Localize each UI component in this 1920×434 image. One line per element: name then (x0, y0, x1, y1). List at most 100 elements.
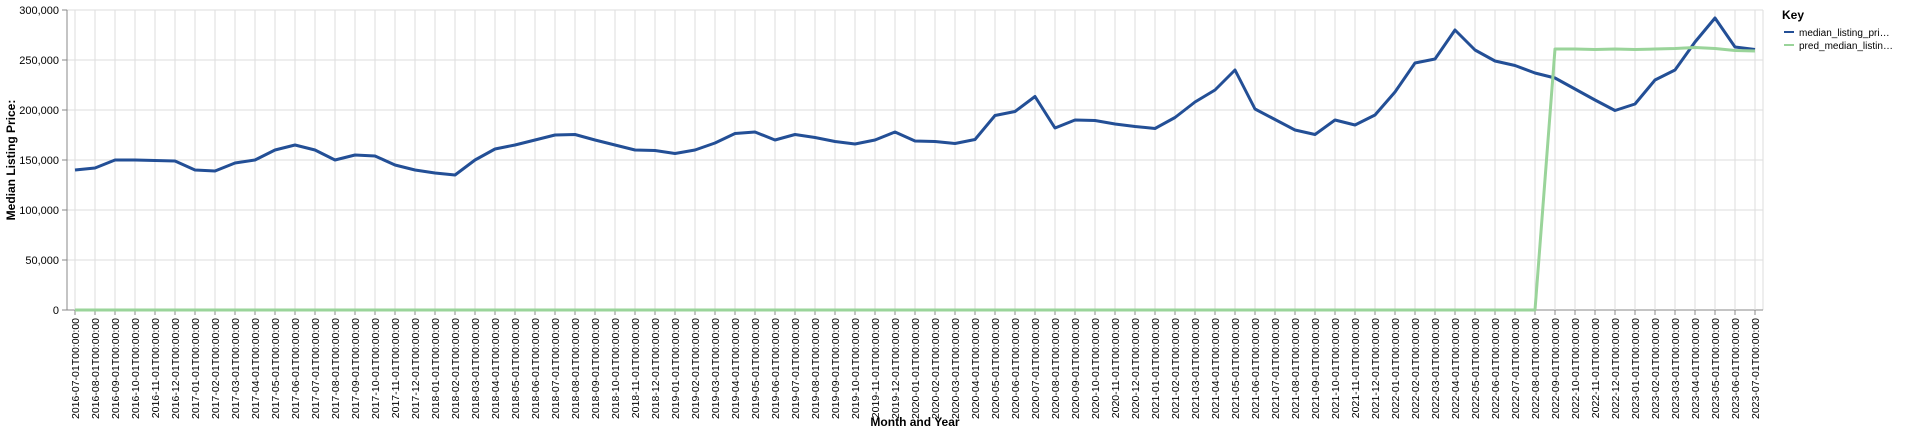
line (74, 16, 1756, 177)
x-tick-label: 2021-09-01T00:00:00 (1310, 318, 1322, 419)
x-tick-label: 2020-11-01T00:00:00 (1110, 318, 1122, 418)
x-tick-label: 2017-09-01T00:00:00 (350, 318, 362, 419)
y-tick-label: 250,000 (19, 55, 59, 67)
x-tick-label: 2016-09-01T00:00:00 (110, 318, 122, 419)
x-tick-label: 2019-02-01T00:00:00 (690, 318, 702, 419)
x-tick-label: 2022-12-01T00:00:00 (1610, 318, 1622, 419)
x-tick-label: 2022-04-01T00:00:00 (1450, 318, 1462, 419)
x-tick-label: 2022-06-01T00:00:00 (1490, 318, 1502, 419)
x-tick-label: 2019-04-01T00:00:00 (730, 318, 742, 419)
x-tick-label: 2022-05-01T00:00:00 (1470, 318, 1482, 419)
x-tick-label: 2019-09-01T00:00:00 (830, 318, 842, 419)
y-tick-label: 100,000 (19, 205, 59, 217)
x-tick-label: 2017-05-01T00:00:00 (270, 318, 282, 419)
x-tick-label: 2023-05-01T00:00:00 (1710, 318, 1722, 419)
x-tick-label: 2021-06-01T00:00:00 (1250, 318, 1262, 419)
x-axis-title: Month and Year (870, 415, 959, 429)
x-tick-label: 2019-01-01T00:00:00 (670, 318, 682, 419)
x-tick-label: 2021-03-01T00:00:00 (1190, 318, 1202, 419)
y-tick-label: 300,000 (19, 5, 59, 17)
x-tick-label: 2023-04-01T00:00:00 (1690, 318, 1702, 419)
x-tick-label: 2018-03-01T00:00:00 (470, 318, 482, 419)
x-tick-label: 2019-05-01T00:00:00 (750, 318, 762, 419)
x-tick-label: 2017-08-01T00:00:00 (330, 318, 342, 419)
y-tick-label: 0 (53, 305, 59, 317)
x-tick-label: 2020-03-01T00:00:00 (950, 318, 962, 419)
x-tick-label: 2018-11-01T00:00:00 (630, 318, 642, 418)
x-tick-label: 2023-07-01T00:00:00 (1750, 318, 1762, 419)
x-tick-label: 2017-03-01T00:00:00 (230, 318, 242, 419)
x-tick-label: 2020-02-01T00:00:00 (930, 318, 942, 419)
x-tick-label: 2022-02-01T00:00:00 (1410, 318, 1422, 419)
y-axis-title: Median Listing Price: (4, 100, 18, 221)
x-tick-label: 2019-08-01T00:00:00 (810, 318, 822, 419)
x-tick-label: 2021-12-01T00:00:00 (1370, 318, 1382, 419)
x-tick-label: 2020-08-01T00:00:00 (1050, 318, 1062, 419)
x-tick-label: 2017-01-01T00:00:00 (190, 318, 202, 419)
x-tick-label: 2018-02-01T00:00:00 (450, 318, 462, 419)
x-tick-label: 2017-12-01T00:00:00 (410, 318, 422, 419)
x-tick-label: 2018-09-01T00:00:00 (590, 318, 602, 419)
x-tick-label: 2022-09-01T00:00:00 (1550, 318, 1562, 419)
x-tick-label: 2023-02-01T00:00:00 (1650, 318, 1662, 419)
x-tick-label: 2018-07-01T00:00:00 (550, 318, 562, 419)
x-tick-label: 2019-10-01T00:00:00 (850, 318, 862, 419)
x-tick-label: 2018-05-01T00:00:00 (510, 318, 522, 419)
x-tick-label: 2016-11-01T00:00:00 (150, 318, 162, 418)
x-tick-label: 2021-02-01T00:00:00 (1170, 318, 1182, 419)
x-tick-label: 2018-04-01T00:00:00 (490, 318, 502, 419)
x-tick-label: 2020-04-01T00:00:00 (970, 318, 982, 419)
x-tick-label: 2021-04-01T00:00:00 (1210, 318, 1222, 419)
x-tick-label: 2017-06-01T00:00:00 (290, 318, 302, 419)
x-tick-label: 2021-10-01T00:00:00 (1330, 318, 1342, 419)
x-tick-label: 2017-11-01T00:00:00 (390, 318, 402, 418)
legend-title: Key (1782, 8, 1804, 22)
x-tick-label: 2019-06-01T00:00:00 (770, 318, 782, 419)
x-tick-label: 2021-08-01T00:00:00 (1290, 318, 1302, 419)
line (75, 46, 1756, 312)
x-tick-label: 2016-12-01T00:00:00 (170, 318, 182, 419)
x-tick-label: 2022-10-01T00:00:00 (1570, 318, 1582, 419)
x-tick-label: 2019-03-01T00:00:00 (710, 318, 722, 419)
x-tick-label: 2023-06-01T00:00:00 (1730, 318, 1742, 419)
x-tick-label: 2018-06-01T00:00:00 (530, 318, 542, 419)
x-tick-label: 2020-06-01T00:00:00 (1010, 318, 1022, 419)
x-tick-label: 2020-09-01T00:00:00 (1070, 318, 1082, 419)
x-tick-label: 2022-11-01T00:00:00 (1590, 318, 1602, 418)
x-tick-label: 2020-07-01T00:00:00 (1030, 318, 1042, 419)
x-tick-label: 2022-01-01T00:00:00 (1390, 318, 1402, 419)
x-tick-label: 2018-12-01T00:00:00 (650, 318, 662, 419)
x-tick-label: 2018-01-01T00:00:00 (430, 318, 442, 419)
x-tick-label: 2023-01-01T00:00:00 (1630, 318, 1642, 419)
legend-label: median_listing_pri… (1799, 28, 1890, 39)
x-tick-label: 2022-07-01T00:00:00 (1510, 318, 1522, 419)
x-tick-label: 2019-07-01T00:00:00 (790, 318, 802, 419)
x-tick-label: 2017-04-01T00:00:00 (250, 318, 262, 419)
y-tick-label: 50,000 (25, 255, 59, 267)
x-tick-label: 2022-03-01T00:00:00 (1430, 318, 1442, 419)
x-tick-label: 2021-07-01T00:00:00 (1270, 318, 1282, 419)
x-tick-label: 2016-10-01T00:00:00 (130, 318, 142, 419)
x-tick-label: 2017-10-01T00:00:00 (370, 318, 382, 419)
x-tick-label: 2022-08-01T00:00:00 (1530, 318, 1542, 419)
legend-label: pred_median_listin… (1799, 41, 1893, 52)
x-tick-label: 2023-03-01T00:00:00 (1670, 318, 1682, 419)
x-tick-label: 2020-05-01T00:00:00 (990, 318, 1002, 419)
x-tick-label: 2017-07-01T00:00:00 (310, 318, 322, 419)
x-tick-label: 2016-07-01T00:00:00 (70, 318, 82, 419)
x-tick-label: 2020-10-01T00:00:00 (1090, 318, 1102, 419)
y-tick-label: 200,000 (19, 105, 59, 117)
x-tick-label: 2020-01-01T00:00:00 (910, 318, 922, 419)
x-tick-label: 2019-12-01T00:00:00 (890, 318, 902, 419)
x-tick-label: 2019-11-01T00:00:00 (870, 318, 882, 418)
x-tick-label: 2020-12-01T00:00:00 (1130, 318, 1142, 419)
x-tick-label: 2021-01-01T00:00:00 (1150, 318, 1162, 419)
x-tick-label: 2016-08-01T00:00:00 (90, 318, 102, 419)
x-tick-label: 2018-10-01T00:00:00 (610, 318, 622, 419)
x-tick-label: 2018-08-01T00:00:00 (570, 318, 582, 419)
y-tick-label: 150,000 (19, 155, 59, 167)
x-tick-label: 2021-05-01T00:00:00 (1230, 318, 1242, 419)
x-tick-label: 2017-02-01T00:00:00 (210, 318, 222, 419)
x-tick-label: 2021-11-01T00:00:00 (1350, 318, 1362, 418)
